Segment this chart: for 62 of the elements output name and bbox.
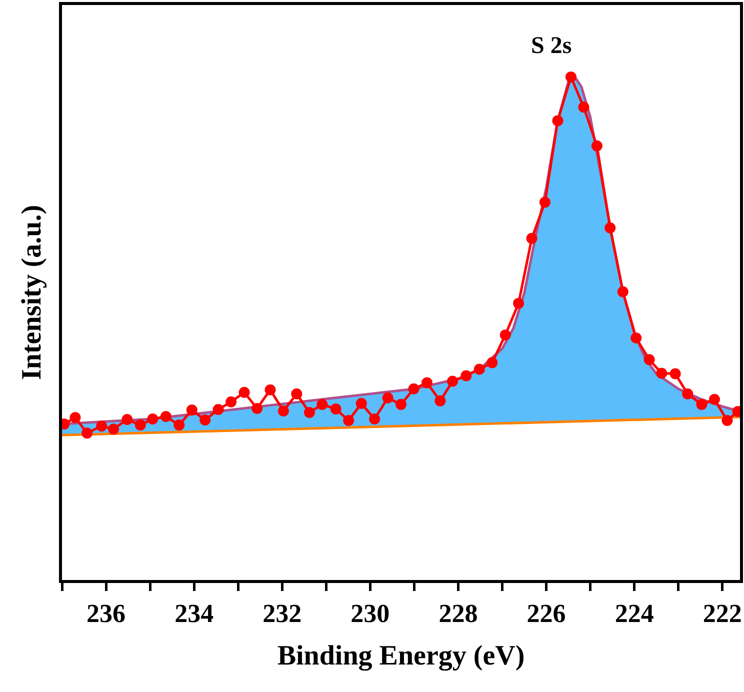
- point: [238, 386, 250, 398]
- point: [174, 420, 185, 431]
- point: [226, 396, 237, 408]
- point: [186, 404, 198, 416]
- point: [447, 376, 458, 387]
- point: [108, 424, 120, 435]
- point: [70, 412, 81, 424]
- point: [200, 414, 211, 426]
- x-tick-label: 234: [174, 599, 214, 628]
- point: [291, 388, 302, 400]
- point: [682, 388, 694, 400]
- point: [356, 398, 367, 409]
- text: S 2s: [531, 33, 572, 59]
- point: [304, 406, 315, 418]
- point: [160, 411, 172, 422]
- point: [670, 368, 681, 380]
- point: [656, 368, 668, 379]
- point: [82, 428, 93, 439]
- point: [343, 415, 354, 426]
- x-axis-title: Binding Energy (eV): [277, 640, 525, 672]
- point: [212, 404, 224, 415]
- point: [617, 286, 628, 298]
- x-tick-label: 228: [438, 599, 478, 628]
- point: [604, 222, 616, 234]
- point: [252, 402, 263, 414]
- point: [316, 398, 328, 410]
- point: [722, 415, 733, 426]
- x-tick-label: 232: [262, 599, 302, 628]
- y-axis-title: Intensity (a.u.): [16, 204, 48, 380]
- point: [408, 383, 420, 394]
- point: [134, 420, 146, 431]
- point: [513, 298, 524, 309]
- point: [382, 392, 394, 404]
- point: [486, 357, 498, 368]
- point: [460, 370, 472, 382]
- point: [396, 398, 406, 410]
- point: [708, 394, 720, 405]
- x-tick-label: 236: [86, 599, 126, 628]
- point: [565, 71, 576, 82]
- point: [147, 414, 158, 425]
- point: [122, 414, 133, 426]
- point: [591, 140, 602, 152]
- point: [264, 384, 276, 396]
- x-tick-label: 226: [526, 599, 566, 628]
- point: [434, 395, 446, 406]
- point: [696, 398, 708, 410]
- point: [278, 405, 289, 416]
- point: [369, 414, 380, 425]
- point: [96, 420, 108, 432]
- x-tick-label: 222: [702, 599, 742, 628]
- point: [539, 196, 550, 208]
- point: [552, 115, 564, 126]
- x-tick-label: 230: [350, 599, 390, 628]
- point: [474, 364, 485, 375]
- point: [330, 403, 342, 414]
- x-tick-label: 224: [614, 599, 654, 628]
- point: [644, 354, 655, 366]
- point: [500, 330, 511, 341]
- point: [630, 332, 642, 344]
- point: [578, 102, 590, 113]
- point: [526, 232, 538, 244]
- point: [421, 377, 432, 388]
